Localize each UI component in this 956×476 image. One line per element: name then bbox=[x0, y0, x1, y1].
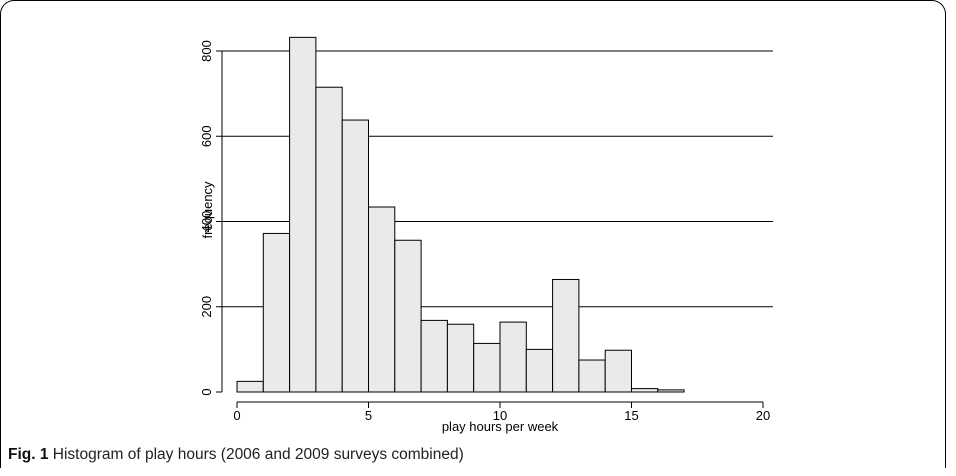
histogram-bar-1 bbox=[262, 232, 291, 393]
x-tick-label-20: 20 bbox=[756, 408, 770, 423]
histogram-bar-6 bbox=[394, 239, 422, 393]
histogram-bar-4 bbox=[341, 119, 370, 393]
histogram-bar-14 bbox=[604, 349, 633, 393]
figure-caption: Fig. 1 Histogram of play hours (2006 and… bbox=[8, 446, 464, 464]
figure-label: Fig. 1 bbox=[8, 446, 49, 463]
y-tick-label-400: 400 bbox=[199, 211, 214, 233]
histogram-bar-5 bbox=[368, 206, 396, 393]
histogram-bar-0 bbox=[236, 380, 264, 393]
histogram-bar-11 bbox=[525, 348, 554, 393]
x-tick-label-15: 15 bbox=[624, 408, 638, 423]
histogram-bar-13 bbox=[578, 359, 606, 393]
histogram-bar-16 bbox=[657, 389, 685, 393]
figure-caption-text: Histogram of play hours (2006 and 2009 s… bbox=[52, 446, 464, 463]
axes bbox=[216, 50, 764, 408]
x-tick-label-10: 10 bbox=[493, 408, 507, 423]
y-tick-label-800: 800 bbox=[199, 40, 214, 62]
histogram-bars bbox=[236, 36, 685, 393]
histogram-bar-9 bbox=[473, 342, 501, 393]
histogram-bar-3 bbox=[315, 86, 343, 393]
y-tick-label-200: 200 bbox=[199, 296, 214, 318]
histogram-bar-7 bbox=[420, 319, 448, 393]
y-tick-label-0: 0 bbox=[199, 388, 214, 395]
x-tick-label-5: 5 bbox=[365, 408, 372, 423]
histogram-bar-10 bbox=[499, 321, 527, 393]
x-tick-label-0: 0 bbox=[233, 408, 240, 423]
y-tick-label-600: 600 bbox=[199, 125, 214, 147]
histogram-bar-12 bbox=[552, 278, 580, 393]
y-axis-label: frequency bbox=[200, 181, 215, 239]
histogram-bar-8 bbox=[446, 323, 475, 393]
histogram-bar-15 bbox=[631, 388, 659, 393]
histogram-bar-2 bbox=[289, 36, 317, 393]
figure-frame bbox=[0, 0, 946, 468]
x-axis-label: play hours per week bbox=[442, 419, 559, 434]
